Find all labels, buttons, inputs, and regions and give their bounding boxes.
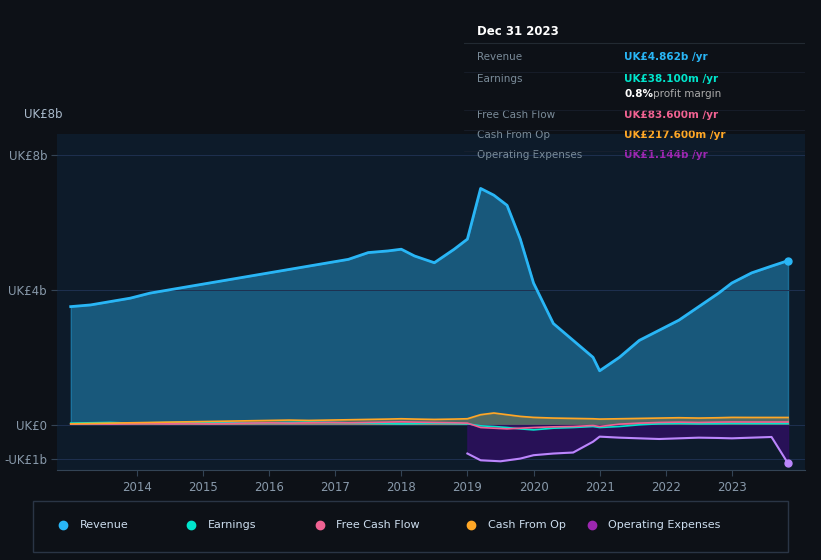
Text: Cash From Op: Cash From Op <box>478 130 551 140</box>
Text: Revenue: Revenue <box>478 52 523 62</box>
Text: Dec 31 2023: Dec 31 2023 <box>478 25 559 38</box>
Text: UK£8b: UK£8b <box>24 108 62 121</box>
Text: Earnings: Earnings <box>478 73 523 83</box>
Text: Operating Expenses: Operating Expenses <box>608 520 721 530</box>
Text: 0.8%: 0.8% <box>624 89 653 99</box>
Text: Free Cash Flow: Free Cash Flow <box>337 520 420 530</box>
Text: profit margin: profit margin <box>653 89 721 99</box>
Text: Cash From Op: Cash From Op <box>488 520 566 530</box>
Text: Free Cash Flow: Free Cash Flow <box>478 110 556 120</box>
Text: UK£83.600m /yr: UK£83.600m /yr <box>624 110 718 120</box>
Text: Revenue: Revenue <box>80 520 128 530</box>
Text: Operating Expenses: Operating Expenses <box>478 151 583 161</box>
Text: UK£217.600m /yr: UK£217.600m /yr <box>624 130 726 140</box>
Text: UK£1.144b /yr: UK£1.144b /yr <box>624 151 708 161</box>
Text: Earnings: Earnings <box>208 520 257 530</box>
Text: UK£4.862b /yr: UK£4.862b /yr <box>624 52 708 62</box>
Text: UK£38.100m /yr: UK£38.100m /yr <box>624 73 718 83</box>
